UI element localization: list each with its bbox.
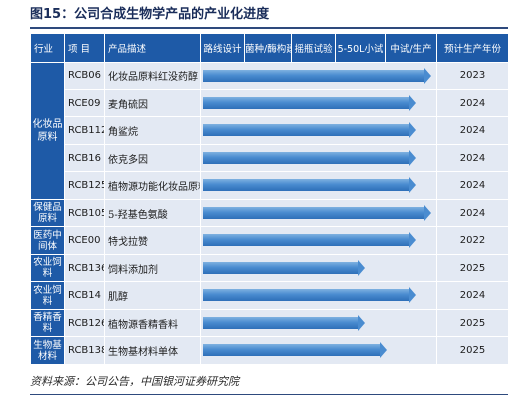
- bottom-rule: [30, 394, 508, 395]
- product-description: 5-羟基色氨酸: [104, 198, 201, 228]
- table-header-row: 行业 项 目 产品描述 路线设计 菌种/酶构建 摇瓶试验 5-50L小试 中试/…: [30, 33, 509, 63]
- production-year: 2024: [436, 116, 509, 145]
- project-code: RCB136: [64, 253, 105, 283]
- project-code: RCB125: [64, 171, 105, 200]
- progress-track: [200, 88, 437, 118]
- progress-track: [200, 253, 437, 283]
- progress-bar: [203, 259, 365, 276]
- industry-cell: 医药中间体: [30, 226, 65, 255]
- project-code: RCB16: [64, 143, 105, 173]
- progress-track: [200, 308, 437, 338]
- header-strain-construction: 菌种/酶构建: [244, 33, 292, 63]
- product-description: 饲料添加剂: [104, 253, 201, 283]
- industry-cell: 农业饲料: [30, 253, 65, 283]
- progress-track: [200, 61, 437, 91]
- project-code: RCB126: [64, 308, 105, 338]
- production-year: 2024: [436, 143, 509, 173]
- table-row: 医药中间体 RCE00 特戈拉赞 2022: [30, 226, 509, 255]
- product-description: 角鲨烷: [104, 116, 201, 145]
- table-row: 化妆品原料 RCB06 化妆品原料红没药醇 2023: [30, 61, 509, 200]
- production-year: 2025: [436, 308, 509, 338]
- progress-table: 行业 项 目 产品描述 路线设计 菌种/酶构建 摇瓶试验 5-50L小试 中试/…: [30, 33, 509, 365]
- industry-cell: 生物基材料: [30, 336, 65, 365]
- production-year: 2024: [436, 88, 509, 118]
- progress-bar: [203, 204, 431, 221]
- progress-bar: [203, 342, 387, 359]
- progress-track: [200, 143, 437, 173]
- industry-cell: 化妆品原料: [30, 61, 65, 200]
- table-row: RCE09 麦角硫因 2024: [31, 88, 509, 118]
- product-description: 化妆品原料红没药醇: [104, 61, 201, 91]
- production-year: 2025: [436, 253, 509, 283]
- header-small-trial: 5-50L小试: [335, 33, 386, 63]
- product-description: 依克多因: [104, 143, 201, 173]
- header-description: 产品描述: [104, 33, 201, 63]
- progress-track: [200, 336, 437, 365]
- project-code: RCB112: [64, 116, 105, 145]
- project-code: RCB138: [64, 336, 105, 365]
- header-route-design: 路线设计: [200, 33, 245, 63]
- table-body: 行业 项 目 产品描述 路线设计 菌种/酶构建 摇瓶试验 5-50L小试 中试/…: [30, 33, 509, 365]
- header-production-year: 预计生产年份: [436, 33, 509, 63]
- progress-track: [200, 198, 437, 228]
- progress-track: [200, 116, 437, 145]
- header-shake-flask: 摇瓶试验: [291, 33, 336, 63]
- table-row: 保健品原料 RCB105 5-羟基色氨酸 2024: [30, 198, 509, 228]
- progress-track: [200, 171, 437, 200]
- production-year: 2024: [436, 281, 509, 310]
- production-year: 2024: [436, 171, 509, 200]
- source-note: 资料来源：公司公告，中国银河证券研究院: [30, 375, 239, 388]
- table-row: 香精香料 RCB126 植物源香精香料 2025: [30, 308, 509, 338]
- figure-title: 图15：公司合成生物学产品的产业化进度: [30, 7, 270, 22]
- product-description: 麦角硫因: [104, 88, 201, 118]
- production-year: 2025: [436, 336, 509, 365]
- table-row: RCB16 依克多因 2024: [31, 143, 509, 173]
- product-description: 植物源功能化妆品原料: [104, 171, 201, 200]
- header-pilot-production: 中试/生产: [385, 33, 437, 63]
- header-project: 项 目: [64, 33, 105, 63]
- project-code: RCB14: [64, 281, 105, 310]
- production-year: 2022: [436, 226, 509, 255]
- progress-bar: [203, 95, 416, 111]
- project-code: RCB06: [64, 61, 105, 91]
- industry-cell: 农业饲料: [30, 281, 65, 310]
- progress-bar: [203, 122, 416, 139]
- production-year: 2023: [436, 61, 509, 91]
- industry-cell: 保健品原料: [30, 198, 65, 228]
- project-code: RCE09: [64, 88, 105, 118]
- progress-track: [200, 226, 437, 255]
- table-row: 农业饲料 RCB14 肌醇 2024: [30, 281, 509, 310]
- header-industry: 行业: [30, 33, 65, 63]
- project-code: RCE00: [64, 226, 105, 255]
- project-code: RCB105: [64, 198, 105, 228]
- product-description: 特戈拉赞: [104, 226, 201, 255]
- progress-bar: [203, 177, 416, 194]
- progress-bar: [203, 149, 416, 166]
- table-row: RCB125 植物源功能化妆品原料 2024: [31, 171, 509, 200]
- product-description: 植物源香精香料: [104, 308, 201, 338]
- table-row: 农业饲料 RCB136 饲料添加剂 2025: [30, 253, 509, 283]
- industry-cell: 香精香料: [30, 308, 65, 338]
- table-row: 生物基材料 RCB138 生物基材料单体 2025: [30, 336, 509, 365]
- table-row: RCB112 角鲨烷 2024: [31, 116, 509, 145]
- production-year: 2024: [436, 198, 509, 228]
- product-description: 生物基材料单体: [104, 336, 201, 365]
- progress-track: [200, 281, 437, 310]
- progress-bar: [203, 232, 416, 249]
- product-description: 肌醇: [104, 281, 201, 310]
- progress-bar: [203, 287, 416, 304]
- title-rule: [30, 27, 508, 29]
- progress-bar: [203, 314, 365, 331]
- progress-bar: [203, 67, 431, 84]
